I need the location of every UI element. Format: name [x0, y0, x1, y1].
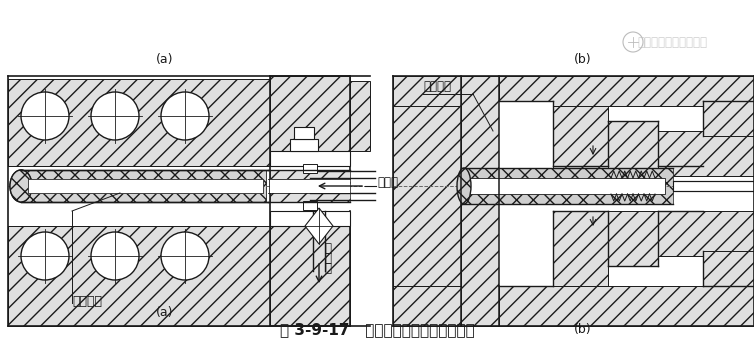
Bar [469, 178, 665, 194]
Bar [270, 151, 350, 166]
Bar [8, 81, 273, 166]
Polygon shape [305, 208, 333, 244]
Bar [8, 79, 270, 166]
Bar [608, 211, 658, 266]
Text: 铍铜合金: 铍铜合金 [72, 295, 102, 308]
Bar [270, 170, 350, 202]
Bar [658, 211, 754, 256]
Bar [303, 164, 317, 173]
Ellipse shape [10, 170, 32, 202]
Bar [270, 81, 350, 151]
Ellipse shape [10, 170, 32, 202]
Text: (b): (b) [575, 323, 592, 336]
Bar [270, 179, 350, 193]
Bar [290, 139, 318, 151]
Text: 图 3-9-17   细小型芯通过铜棒传导热量: 图 3-9-17 细小型芯通过铜棒传导热量 [280, 322, 474, 337]
Bar [270, 226, 350, 326]
Circle shape [161, 232, 209, 280]
Bar [673, 181, 754, 191]
Bar [553, 211, 608, 286]
Bar [8, 226, 273, 326]
Bar [608, 121, 658, 176]
Text: 水入口: 水入口 [377, 177, 398, 190]
Bar [393, 106, 461, 286]
Circle shape [91, 232, 139, 280]
Bar [8, 226, 270, 326]
Bar [28, 179, 263, 193]
Bar [393, 286, 754, 326]
Bar [270, 81, 350, 151]
Text: (a): (a) [156, 53, 173, 66]
Circle shape [21, 232, 69, 280]
Text: 口: 口 [324, 262, 332, 275]
Bar [703, 101, 754, 136]
Bar [270, 76, 350, 151]
Bar [20, 170, 266, 202]
Bar [393, 76, 754, 106]
Bar [703, 251, 754, 286]
Text: (b): (b) [575, 53, 592, 66]
Text: 汽车零部件模具与注塑: 汽车零部件模具与注塑 [637, 35, 707, 48]
Text: 铍铜合金: 铍铜合金 [423, 80, 451, 93]
Bar [270, 170, 350, 202]
Bar [20, 170, 266, 202]
Circle shape [161, 92, 209, 140]
Bar [461, 168, 673, 204]
Bar [270, 226, 350, 326]
Circle shape [21, 92, 69, 140]
Bar [658, 131, 754, 176]
Ellipse shape [457, 168, 471, 204]
Text: 出: 出 [324, 252, 332, 265]
Bar [303, 201, 317, 210]
Bar [270, 211, 350, 226]
Bar [28, 179, 263, 193]
Bar [310, 81, 370, 151]
Bar [461, 168, 499, 204]
Bar [553, 106, 608, 176]
Bar [461, 76, 499, 326]
Bar [8, 168, 273, 204]
Circle shape [623, 32, 643, 52]
Circle shape [91, 92, 139, 140]
Text: 水: 水 [324, 241, 332, 254]
Text: (a): (a) [156, 306, 173, 319]
Bar [499, 101, 553, 286]
Bar [294, 127, 314, 139]
